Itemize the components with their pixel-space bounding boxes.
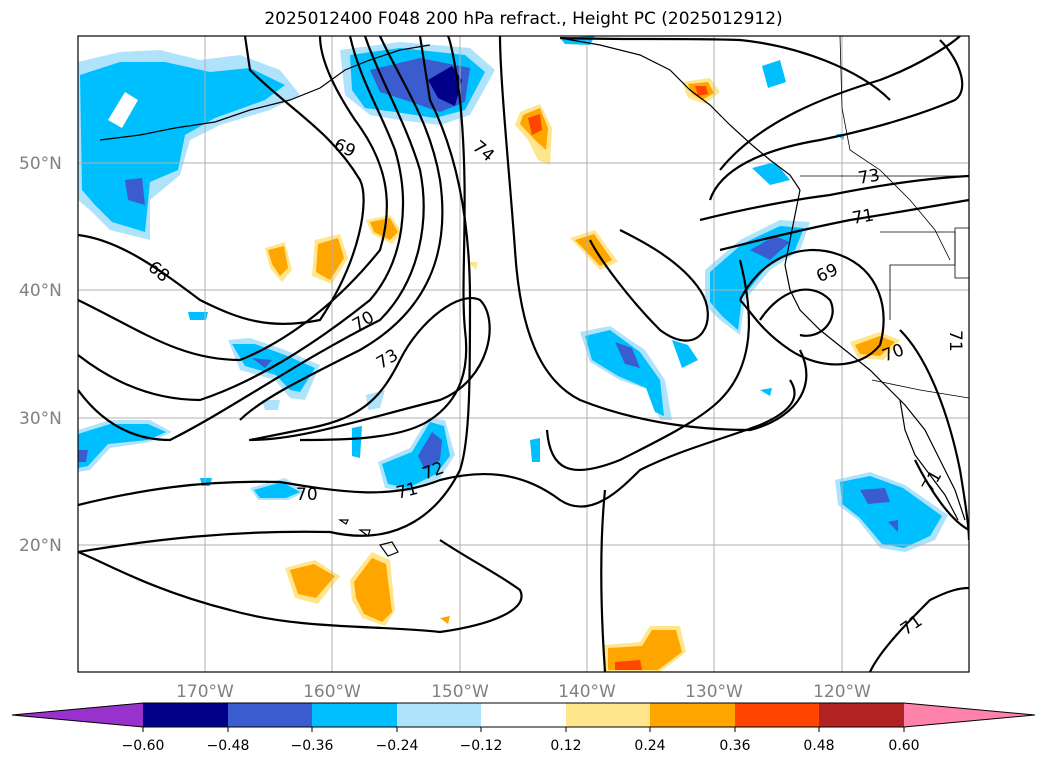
colorbar-tick-label: −0.60: [122, 738, 165, 754]
colorbar-segment: [650, 703, 735, 727]
colorbar-tick-label: 0.24: [634, 738, 665, 754]
lon-label: 130°W: [685, 682, 743, 702]
colorbar-tick-label: 0.60: [888, 738, 919, 754]
contour-label: 71: [851, 205, 876, 228]
colorbar-segment: [143, 703, 228, 727]
colorbar-segment: [481, 703, 566, 727]
colorbar-tick-label: −0.24: [376, 738, 419, 754]
latitude-labels: 50°N 40°N 30°N 20°N: [19, 154, 62, 556]
colorbar-tick-label: 0.12: [550, 738, 581, 754]
colorbar-segment: [228, 703, 312, 727]
colorbar-tick-label: −0.36: [291, 738, 334, 754]
lon-label: 140°W: [558, 682, 616, 702]
map-frame: [77, 35, 970, 673]
lat-label: 30°N: [19, 409, 62, 429]
lon-label: 160°W: [303, 682, 361, 702]
colorbar-segment: [819, 703, 904, 727]
colorbar-over-extension: [904, 703, 1035, 727]
coastlines: [99, 36, 969, 557]
lon-label: 170°W: [176, 682, 234, 702]
colorbar-segment: [397, 703, 481, 727]
lat-label: 40°N: [19, 281, 62, 301]
colorbar-tick-label: 0.36: [719, 738, 750, 754]
colorbar-segment: [312, 703, 397, 727]
contour-label: 73: [857, 165, 882, 188]
colorbar-under-extension: [12, 703, 143, 727]
colorbar-tick-label: 0.48: [803, 738, 834, 754]
colorbar-segment: [566, 703, 650, 727]
colorbar: −0.60 −0.48 −0.36 −0.24 −0.12 0.12 0.24 …: [11, 702, 1036, 754]
map-title: 2025012400 F048 200 hPa refract., Height…: [264, 9, 783, 29]
colorbar-tick-label: −0.12: [460, 738, 503, 754]
lat-label: 20°N: [19, 536, 62, 556]
contour-label: 71: [945, 330, 965, 352]
colorbar-tick-label: −0.48: [207, 738, 250, 754]
colorbar-segment: [735, 703, 819, 727]
lat-label: 50°N: [19, 154, 62, 174]
lon-label: 120°W: [813, 682, 871, 702]
shaded-anomaly-layer: [78, 36, 948, 672]
height-contours: [78, 36, 969, 672]
colorbar-ticks: [142, 727, 905, 732]
map-gridlines: [78, 36, 969, 672]
longitude-labels: 170°W 160°W 150°W 140°W 130°W 120°W: [176, 682, 871, 702]
lon-label: 150°W: [431, 682, 489, 702]
contour-label: 70: [296, 485, 318, 505]
